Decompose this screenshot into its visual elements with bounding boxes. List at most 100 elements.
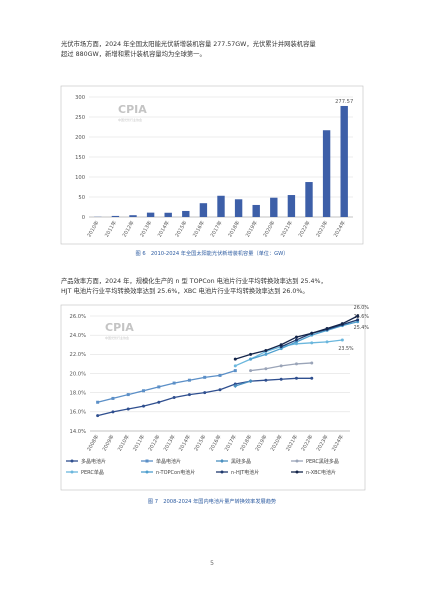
data-point: [279, 377, 283, 381]
bar: [234, 199, 243, 217]
watermark-subtitle: 中国光伏行业协会: [105, 335, 129, 340]
data-point: [203, 375, 207, 379]
legend-item: n-TOPCon电池片: [141, 469, 195, 476]
series-多晶电池片: [96, 376, 314, 418]
data-point: [340, 322, 344, 326]
data-point: [142, 389, 146, 393]
y-tick-label: 0: [82, 215, 85, 221]
x-tick-label: 2011年: [131, 434, 146, 453]
bar: [111, 215, 120, 217]
bar: [146, 212, 155, 217]
series-黑硅多晶: [233, 379, 253, 388]
y-tick-label: 300: [75, 95, 85, 101]
data-point: [70, 470, 74, 474]
data-point: [295, 459, 299, 463]
data-point: [233, 364, 237, 368]
legend-label: n-XBC电池片: [306, 469, 336, 476]
x-tick-label: 2015年: [193, 434, 208, 453]
bar: [164, 212, 172, 217]
data-point: [249, 357, 253, 361]
legend-item: PERC单晶: [66, 469, 104, 476]
data-point: [356, 318, 360, 322]
data-point: [264, 367, 268, 371]
watermark-logo: CPIA: [105, 321, 134, 334]
data-point: [264, 352, 268, 356]
data-point: [310, 341, 314, 345]
paragraph-market: 光伏市场方面，2024 年全国太阳能光伏新增装机容量 277.57GW，光伏累计…: [61, 40, 381, 60]
legend-item: 单晶电池片: [141, 458, 181, 465]
data-point: [172, 381, 176, 385]
y-tick-label: 20.0%: [70, 371, 87, 377]
data-label: 25.6%: [354, 314, 370, 320]
data-label: 277.57: [335, 99, 353, 105]
x-tick-label: 2010年: [116, 434, 131, 453]
legend-item: 黑硅多晶: [216, 458, 251, 465]
data-point: [310, 361, 314, 365]
y-tick-label: 22.0%: [70, 352, 87, 358]
y-tick-label: 24.0%: [70, 333, 87, 339]
data-point: [187, 393, 191, 397]
x-tick-label: 2008年: [85, 434, 100, 453]
bar: [305, 182, 313, 217]
data-point: [340, 338, 344, 342]
series-line: [250, 321, 358, 360]
paragraph-line: 光伏市场方面，2024 年全国太阳能光伏新增装机容量 277.57GW，光伏累计…: [61, 41, 316, 48]
paragraph-efficiency: 产品效率方面，2024 年，规模化生产的 n 型 TOPCon 电池片行业平均转…: [61, 277, 381, 297]
data-point: [220, 459, 224, 463]
chart-frame: [60, 85, 364, 245]
data-point: [145, 459, 149, 463]
x-tick-label: 2013年: [162, 434, 177, 453]
series-line: [235, 380, 251, 387]
x-tick-label: 2014年: [177, 434, 192, 453]
data-point: [264, 378, 268, 382]
y-tick-label: 100: [75, 175, 85, 181]
bar: [270, 197, 278, 217]
paragraph-line: 超过 880GW，新增和累计装机容量均为全球第一。: [61, 51, 206, 59]
paragraph-line: 产品效率方面，2024 年，规模化生产的 n 型 TOPCon 电池片行业平均转…: [61, 278, 327, 285]
data-point: [220, 470, 224, 474]
series-PERC黑硅多晶: [249, 361, 314, 373]
data-point: [70, 459, 74, 463]
data-point: [325, 340, 329, 344]
data-point: [249, 369, 253, 373]
x-tick-label: 2024年: [330, 434, 345, 453]
data-point: [187, 378, 191, 382]
y-tick-label: 50: [78, 195, 85, 201]
data-point: [310, 331, 314, 335]
x-tick-label: 2009年: [101, 434, 116, 453]
data-label: 23.5%: [338, 346, 354, 352]
data-point: [356, 314, 360, 318]
page-number: 5: [210, 560, 214, 567]
y-tick-label: 16.0%: [70, 410, 87, 416]
data-point: [233, 383, 238, 388]
data-label: 25.4%: [354, 325, 370, 331]
figure7-caption: 图 7 2008-2024 年国内电池片量产转换效率发展趋势: [147, 499, 277, 505]
legend-label: 黑硅多晶: [231, 458, 251, 465]
legend-label: 单晶电池片: [156, 458, 181, 465]
legend-item: n-HJT电池片: [216, 469, 259, 476]
watermark-subtitle: 中国光伏行业协会: [118, 117, 142, 122]
y-tick-label: 18.0%: [70, 390, 87, 396]
legend-item: PERC黑硅多晶: [291, 458, 339, 465]
legend-label: PERC单晶: [81, 469, 104, 476]
bar: [287, 195, 296, 217]
data-point: [96, 414, 100, 418]
data-point: [145, 470, 149, 474]
legend-item: n-XBC电池片: [291, 469, 336, 476]
legend-label: n-HJT电池片: [231, 469, 259, 476]
bar: [322, 130, 331, 217]
x-tick-label: 2018年: [238, 434, 253, 453]
bar: [129, 215, 137, 217]
bar: [340, 105, 348, 217]
data-point: [248, 379, 253, 384]
data-point: [126, 393, 130, 397]
x-tick-label: 2012年: [147, 434, 162, 453]
data-point: [279, 343, 283, 347]
data-point: [264, 349, 268, 352]
x-tick-label: 2020年: [269, 434, 284, 453]
data-point: [218, 373, 222, 377]
chart-frame: [60, 304, 366, 491]
data-point: [279, 364, 283, 368]
series-单晶电池片: [96, 369, 237, 404]
